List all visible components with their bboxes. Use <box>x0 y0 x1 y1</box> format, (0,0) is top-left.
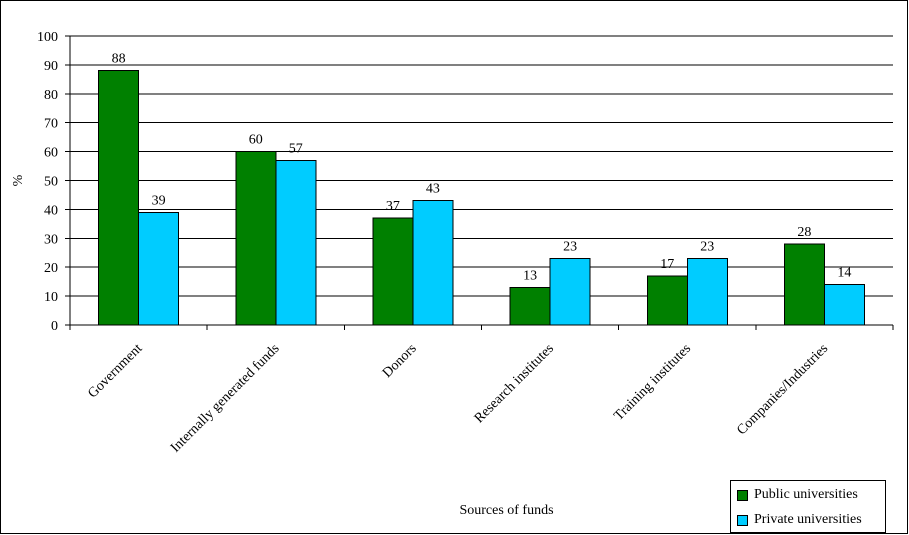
x-axis-title: Sources of funds <box>459 503 553 518</box>
bar-private <box>275 159 317 326</box>
data-label: 43 <box>426 182 440 197</box>
y-tick-label: 40 <box>44 203 58 218</box>
x-tick-label: Training institutes <box>612 341 695 424</box>
legend-item-public: Public universities <box>737 486 858 504</box>
data-label: 17 <box>660 257 674 272</box>
data-label: 23 <box>563 240 577 255</box>
data-label: 60 <box>249 133 263 148</box>
y-tick-label: 20 <box>44 261 58 276</box>
x-tick-label: Internally generated funds <box>168 341 283 456</box>
y-tick-label: 60 <box>44 146 58 161</box>
y-tick-label: 90 <box>44 59 58 74</box>
legend-swatch-private <box>737 514 748 526</box>
legend-label-public: Public universities <box>754 487 858 502</box>
bar-public <box>372 217 414 326</box>
data-label: 37 <box>386 199 400 214</box>
bar-private <box>549 258 591 326</box>
y-tick-label: 0 <box>51 319 58 334</box>
bar-private <box>686 258 728 326</box>
data-label: 14 <box>837 266 851 281</box>
bar-public <box>783 243 825 326</box>
legend: Public universities Private universities <box>730 480 886 533</box>
x-tick-label: Donors <box>380 341 420 381</box>
data-label: 13 <box>523 268 537 283</box>
x-tick-label: Research institutes <box>472 341 557 426</box>
y-tick-label: 100 <box>37 30 58 45</box>
data-label: 28 <box>797 225 811 240</box>
data-label: 39 <box>152 193 166 208</box>
bar-public <box>646 275 688 326</box>
bar-private <box>412 200 454 326</box>
y-tick-label: 80 <box>44 88 58 103</box>
y-tick-label: 70 <box>44 117 58 132</box>
bar-private <box>823 284 865 326</box>
x-tick-label: Companies/Industries <box>734 341 831 438</box>
data-label: 88 <box>112 52 126 67</box>
bar-public <box>235 151 277 326</box>
legend-label-private: Private universities <box>754 512 862 527</box>
y-tick-label: 10 <box>44 290 58 305</box>
y-axis-title: % <box>11 174 26 186</box>
legend-swatch-public <box>737 489 748 501</box>
bar-public <box>509 286 551 326</box>
legend-item-private: Private universities <box>737 511 862 529</box>
data-label: 23 <box>700 240 714 255</box>
y-tick-label: 50 <box>44 175 58 190</box>
bar-private <box>138 211 180 326</box>
y-tick-label: 30 <box>44 232 58 247</box>
bar-public <box>98 70 140 326</box>
data-label: 57 <box>289 141 303 156</box>
x-tick-label: Government <box>85 341 145 401</box>
